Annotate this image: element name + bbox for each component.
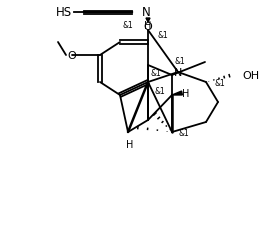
Text: HS: HS <box>56 6 72 20</box>
Text: O: O <box>68 51 76 61</box>
Text: &1: &1 <box>123 22 133 30</box>
Text: H: H <box>182 89 190 99</box>
Text: N: N <box>174 68 182 78</box>
Text: N: N <box>142 6 151 20</box>
Text: H: H <box>144 21 152 31</box>
Text: &1: &1 <box>158 30 168 39</box>
Text: OH: OH <box>242 71 259 81</box>
Polygon shape <box>172 92 182 96</box>
Text: &1: &1 <box>175 56 185 65</box>
Text: &1: &1 <box>179 128 189 137</box>
Text: H: H <box>126 140 134 149</box>
Text: &1: &1 <box>155 87 165 96</box>
Text: &1: &1 <box>215 78 225 87</box>
Polygon shape <box>146 19 150 23</box>
Text: &1: &1 <box>151 68 161 77</box>
Text: O: O <box>144 22 152 32</box>
